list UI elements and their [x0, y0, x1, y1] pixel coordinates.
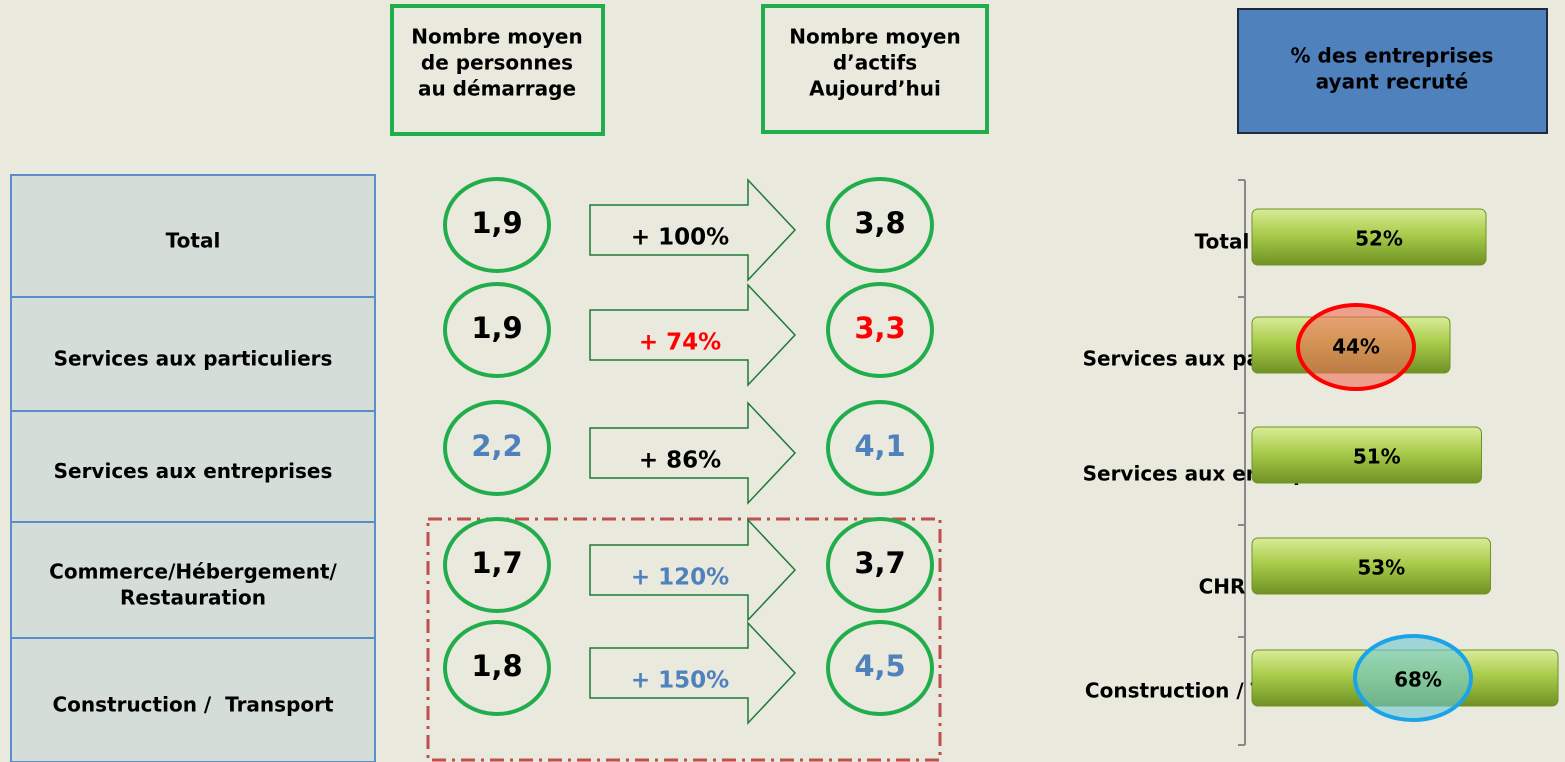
growth: + 74% [639, 330, 721, 356]
circle [443, 400, 551, 496]
highlight-frame [426, 517, 942, 762]
row-label: Services aux entreprises [54, 459, 333, 483]
row-label: Commerce/Hébergement/ [49, 560, 337, 584]
circle [826, 620, 934, 716]
start-value: 1,9 [471, 206, 522, 240]
arrow [589, 401, 797, 505]
arrow [589, 518, 797, 622]
growth: + 150% [631, 668, 729, 694]
table-cell [10, 521, 376, 639]
table-cell [10, 174, 376, 298]
growth: + 100% [631, 225, 729, 251]
header-text: au démarrage [418, 77, 576, 101]
header-text: Nombre moyen [789, 25, 960, 49]
arrow [589, 621, 797, 725]
highlight-oval [1353, 634, 1473, 722]
start-value: 2,2 [471, 429, 522, 463]
bar-value-label: 52% [1355, 227, 1403, 251]
highlight-oval [1296, 303, 1416, 391]
today-value: 3,3 [854, 311, 905, 345]
circle [826, 517, 934, 613]
growth: + 120% [631, 565, 729, 591]
circle [443, 177, 551, 273]
start-value: 1,8 [471, 649, 522, 683]
circle [826, 282, 934, 378]
header-text: de personnes [421, 51, 573, 75]
bar-value-label: 53% [1357, 556, 1405, 580]
row-label: Restauration [120, 586, 266, 610]
row-label: Services aux particuliers [54, 347, 333, 371]
arrow [589, 283, 797, 387]
header-text: Aujourd’hui [809, 77, 941, 101]
today-value: 3,8 [854, 206, 905, 240]
bar-value-label: 68% [1394, 668, 1442, 692]
circle [443, 620, 551, 716]
start-value: 1,9 [471, 311, 522, 345]
today-value: 3,7 [854, 546, 905, 580]
arrow [589, 178, 797, 282]
growth: + 86% [639, 448, 721, 474]
bar [1251, 208, 1487, 266]
header-box [1237, 8, 1548, 134]
header-box [390, 4, 605, 136]
circle [826, 400, 934, 496]
bar [1251, 426, 1482, 484]
header-box [761, 4, 989, 134]
chart-title: % des entreprises [1291, 44, 1494, 68]
bar-category: CHR [1199, 575, 1246, 599]
start-value: 1,7 [471, 546, 522, 580]
today-value: 4,1 [854, 429, 905, 463]
circle [826, 177, 934, 273]
row-label: Total [166, 229, 221, 253]
bar-value-label: 44% [1332, 335, 1380, 359]
circle [443, 282, 551, 378]
header-text: Nombre moyen [411, 25, 582, 49]
row-label: Construction / Transport [52, 693, 334, 717]
table-cell [10, 637, 376, 762]
table-cell [10, 296, 376, 412]
header-text: d’actifs [833, 51, 917, 75]
bar-category: Total [1195, 230, 1250, 254]
circle [443, 517, 551, 613]
chart-title: ayant recruté [1316, 70, 1469, 94]
bar-value-label: 51% [1353, 445, 1401, 469]
bar [1251, 537, 1491, 595]
today-value: 4,5 [854, 649, 905, 683]
